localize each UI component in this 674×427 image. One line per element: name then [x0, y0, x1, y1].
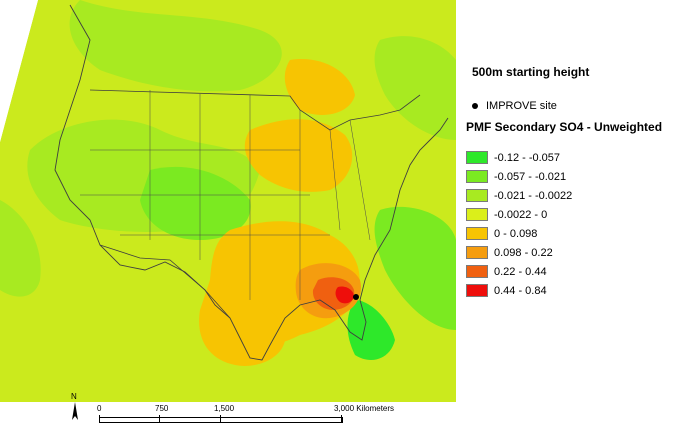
- improve-site-marker: [353, 294, 359, 300]
- green-region-central: [140, 166, 251, 240]
- scale-tick: [220, 415, 221, 423]
- north-arrow: N: [68, 392, 82, 422]
- green-region-pacific: [0, 200, 41, 297]
- orange-region-north: [284, 59, 355, 115]
- legend-class: 0.44 - 0.84: [466, 281, 572, 300]
- legend-swatch: [466, 189, 488, 202]
- scale-label-3000: 3,000 Kilometers: [334, 404, 395, 413]
- legend-swatch: [466, 284, 488, 297]
- no-data-corner: [0, 0, 38, 142]
- legend-class-label: 0 - 0.098: [494, 227, 538, 240]
- legend-class: -0.021 - -0.0022: [466, 186, 572, 205]
- green-region-florida: [347, 300, 395, 360]
- legend-class: -0.057 - -0.021: [466, 167, 572, 186]
- legend-class-list: -0.12 - -0.057 -0.057 - -0.021 -0.021 - …: [466, 148, 572, 300]
- scale-label-0: 0: [97, 404, 102, 413]
- border-us-mexico: [99, 244, 231, 319]
- hotspot-core: [335, 286, 354, 304]
- legend-title: PMF Secondary SO4 - Unweighted: [466, 120, 663, 134]
- legend-class: 0 - 0.098: [466, 224, 572, 243]
- north-arrow-icon: [72, 402, 78, 420]
- map-legend: 500m starting height IMPROVE site PMF Se…: [462, 60, 672, 310]
- legend-class-label: 0.44 - 0.84: [494, 284, 547, 297]
- legend-class-label: -0.12 - -0.057: [494, 151, 561, 164]
- scale-tick: [99, 415, 100, 423]
- legend-class: 0.098 - 0.22: [466, 243, 572, 262]
- legend-class-label: -0.0022 - 0: [494, 208, 548, 221]
- legend-swatch: [466, 246, 488, 259]
- legend-class-label: 0.098 - 0.22: [494, 246, 553, 259]
- green-region-north: [69, 0, 282, 92]
- legend-class-label: -0.021 - -0.0022: [494, 189, 573, 202]
- site-dot-icon: [472, 103, 478, 110]
- orange-region-midwest: [244, 119, 353, 192]
- legend-swatch: [466, 265, 488, 278]
- legend-swatch: [466, 208, 488, 221]
- legend-class: 0.22 - 0.44: [466, 262, 572, 281]
- site-legend-entry: IMPROVE site: [472, 100, 557, 112]
- scale-label-1500: 1,500: [214, 404, 235, 413]
- scale-tick: [341, 415, 342, 423]
- green-region-northeast: [374, 36, 456, 140]
- scale-label-750: 750: [155, 404, 169, 413]
- legend-class: -0.0022 - 0: [466, 205, 572, 224]
- map-panel: [0, 0, 456, 402]
- legend-swatch: [466, 170, 488, 183]
- legend-class-label: -0.057 - -0.021: [494, 170, 567, 183]
- border-us-canada: [89, 89, 421, 131]
- north-letter: N: [71, 392, 77, 401]
- concentration-map: [0, 0, 456, 402]
- legend-class-label: 0.22 - 0.44: [494, 265, 547, 278]
- scale-tick: [159, 415, 160, 423]
- legend-swatch: [466, 151, 488, 164]
- state-lines: [80, 90, 371, 300]
- site-legend-label: IMPROVE site: [486, 100, 557, 112]
- green-region-atlantic: [374, 206, 456, 330]
- legend-swatch: [466, 227, 488, 240]
- scale-bar: N 0 750 1,500 3,000 Kilometers: [68, 392, 428, 426]
- orange-region-texas: [199, 280, 286, 366]
- legend-class: -0.12 - -0.057: [466, 148, 572, 167]
- continent-outline: [54, 4, 449, 361]
- scale-bar-line: [99, 417, 343, 423]
- starting-height-label: 500m starting height: [472, 65, 590, 79]
